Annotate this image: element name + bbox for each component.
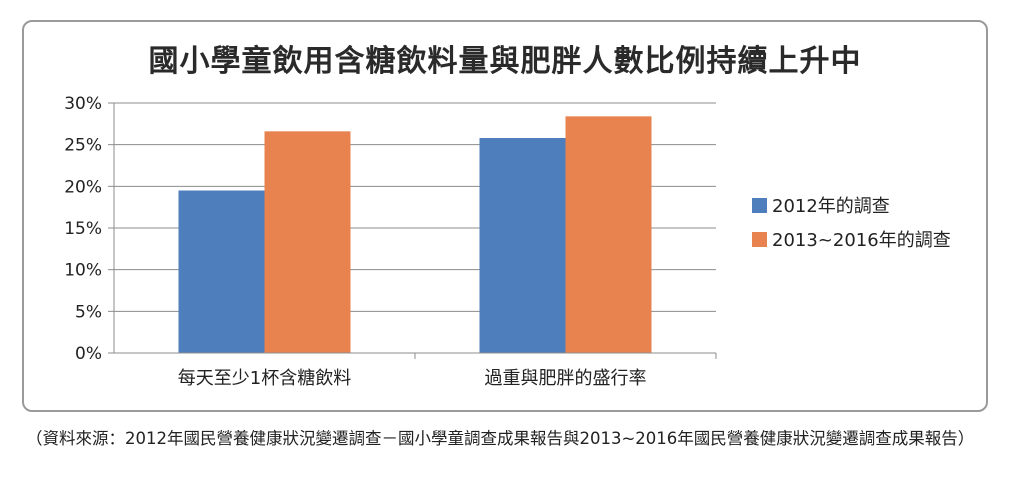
bar (178, 190, 265, 353)
y-tick-label: 30% (64, 94, 102, 114)
legend-swatch (752, 232, 767, 247)
y-tick-label: 0% (75, 344, 102, 364)
bar (565, 116, 652, 353)
chart-title: 國小學童飲用含糖飲料量與肥胖人數比例持續上升中 (148, 44, 862, 79)
y-tick-label: 15% (64, 219, 102, 239)
bar (479, 138, 566, 353)
bar (264, 131, 351, 353)
legend-label: 2013~2016年的調查 (772, 230, 951, 251)
legend-label: 2012年的調查 (772, 196, 890, 217)
y-tick-label: 10% (64, 261, 102, 281)
source-note: （資料來源：2012年國民營養健康狀況變遷調查－國小學童調查成果報告與2013~… (26, 429, 975, 448)
legend-swatch (752, 198, 767, 213)
x-category-label: 每天至少1杯含糖飲料 (178, 368, 351, 389)
y-tick-label: 5% (75, 302, 102, 322)
y-tick-label: 25% (64, 136, 102, 156)
x-category-label: 過重與肥胖的盛行率 (485, 368, 647, 389)
y-tick-label: 20% (64, 177, 102, 197)
